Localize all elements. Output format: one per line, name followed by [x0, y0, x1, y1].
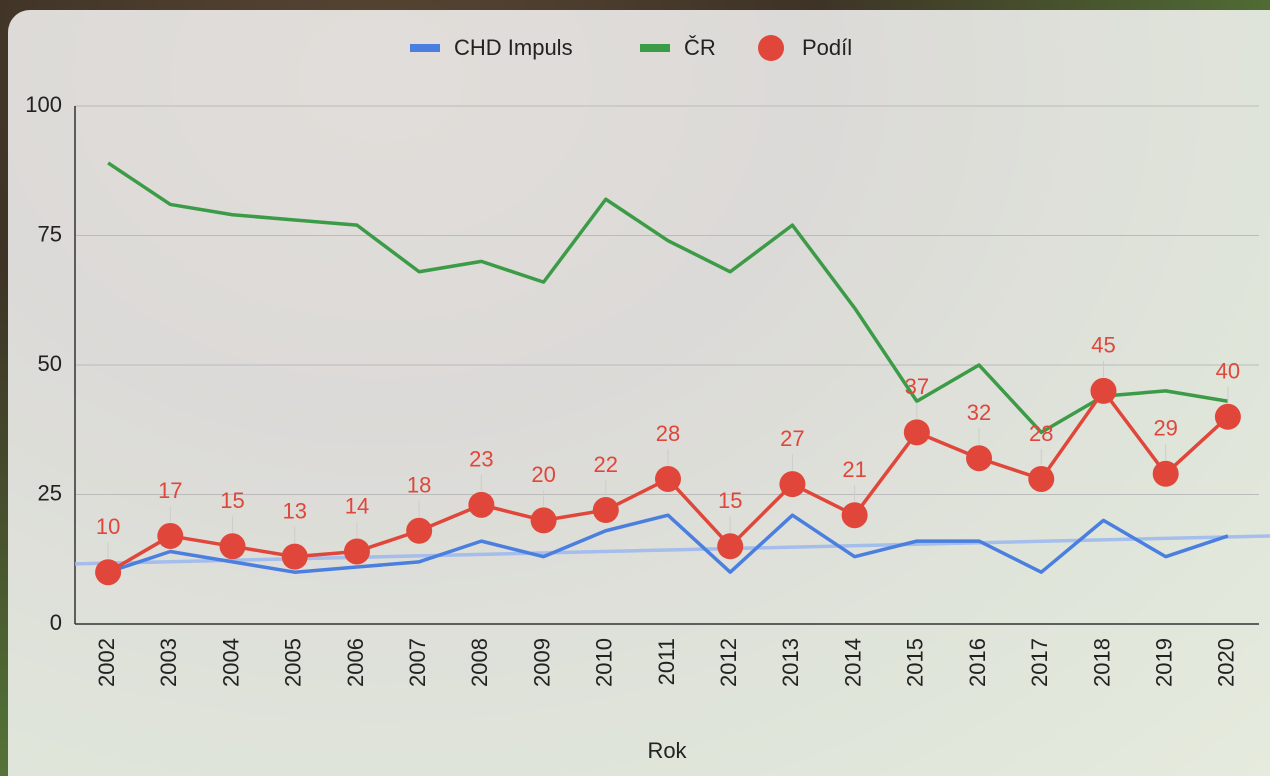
y-tick-label: 25 — [38, 480, 62, 505]
x-tick-label: 2013 — [778, 638, 803, 687]
marker — [530, 507, 557, 534]
marker — [1028, 465, 1055, 492]
marker — [1090, 377, 1117, 404]
x-tick-label: 2019 — [1151, 638, 1176, 687]
marker — [717, 533, 744, 560]
data-label: 37 — [905, 374, 929, 399]
data-label: 40 — [1216, 359, 1240, 384]
x-tick-label: 2008 — [467, 638, 492, 687]
marker — [966, 445, 993, 472]
marker — [779, 471, 806, 498]
marker — [903, 419, 930, 446]
marker — [406, 517, 433, 544]
marker — [468, 491, 495, 518]
x-tick-label: 2017 — [1027, 638, 1052, 687]
trendline — [74, 534, 1270, 566]
x-tick-label: 2004 — [218, 638, 243, 687]
data-label: 23 — [469, 447, 493, 472]
legend-label: ČR — [684, 35, 716, 60]
marker — [841, 502, 868, 529]
marker — [95, 559, 122, 586]
marker — [219, 533, 246, 560]
data-label: 10 — [96, 514, 120, 539]
x-tick-label: 2007 — [405, 638, 430, 687]
marker — [1152, 460, 1179, 487]
x-tick-label: 2014 — [840, 638, 865, 687]
x-tick-label: 2018 — [1089, 638, 1114, 687]
data-label: 29 — [1153, 416, 1177, 441]
data-label: 22 — [594, 452, 618, 477]
x-tick-label: 2009 — [529, 638, 554, 687]
marker — [343, 538, 370, 565]
data-label: 13 — [282, 498, 306, 523]
x-tick-label: 2016 — [965, 638, 990, 687]
legend-swatch — [410, 44, 440, 52]
legend-label: Podíl — [802, 35, 852, 60]
legend-swatch — [640, 44, 670, 52]
data-label: 15 — [718, 488, 742, 513]
x-tick-label: 2006 — [343, 638, 368, 687]
card — [8, 10, 1270, 776]
legend-marker — [758, 35, 784, 61]
x-tick-label: 2002 — [94, 638, 119, 687]
marker — [1214, 403, 1241, 430]
x-tick-label: 2003 — [156, 638, 181, 687]
data-label: 15 — [220, 488, 244, 513]
y-tick-label: 0 — [50, 610, 62, 635]
data-label: 27 — [780, 426, 804, 451]
x-tick-label: 2010 — [592, 638, 617, 687]
data-label: 20 — [531, 462, 555, 487]
legend-label: CHD Impuls — [454, 35, 573, 60]
series-line — [107, 161, 1229, 435]
data-label: 18 — [407, 473, 431, 498]
marker — [157, 522, 184, 549]
x-tick-label: 2011 — [654, 638, 679, 685]
data-label: 28 — [656, 421, 680, 446]
marker — [592, 497, 619, 524]
y-tick-label: 50 — [38, 351, 62, 376]
x-axis-label: Rok — [647, 738, 687, 763]
series-line — [107, 513, 1229, 574]
data-label: 28 — [1029, 421, 1053, 446]
marker — [281, 543, 308, 570]
x-tick-label: 2005 — [281, 638, 306, 687]
y-tick-label: 100 — [25, 92, 62, 117]
x-tick-label: 2015 — [903, 638, 928, 687]
data-label: 45 — [1091, 333, 1115, 358]
marker — [655, 465, 681, 492]
x-tick-label: 2012 — [716, 638, 741, 687]
data-label: 14 — [345, 493, 369, 518]
data-label: 21 — [842, 457, 866, 482]
x-tick-label: 2020 — [1214, 638, 1239, 687]
y-tick-label: 75 — [38, 221, 62, 246]
data-label: 32 — [967, 400, 991, 425]
data-label: 17 — [158, 478, 182, 503]
